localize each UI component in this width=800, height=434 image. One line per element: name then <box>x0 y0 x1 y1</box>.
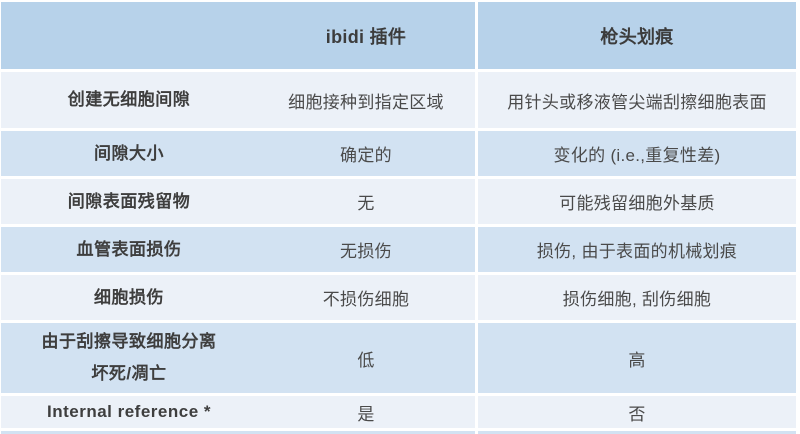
row-label: 间隙表面残留物 <box>1 179 257 224</box>
cell-ibidi: 细胞接种到指定区域 <box>257 72 475 128</box>
column-separator <box>475 2 478 69</box>
cell-ibidi: 低 <box>257 323 475 393</box>
table-bottom-strip <box>1 431 796 434</box>
cell-scratch: 高 <box>478 323 796 393</box>
column-separator <box>475 227 478 272</box>
cell-ibidi: 是 <box>257 396 475 428</box>
row-label: 细胞损伤 <box>1 275 257 320</box>
column-separator <box>475 179 478 224</box>
bottom-strip-cell <box>257 431 475 434</box>
cell-ibidi: 不损伤细胞 <box>257 275 475 320</box>
cell-scratch: 可能残留细胞外基质 <box>478 179 796 224</box>
header-cell-tip-scratch: 枪头划痕 <box>478 2 796 69</box>
table-row: 细胞损伤 不损伤细胞 损伤细胞, 刮伤细胞 <box>1 275 796 320</box>
table-row: Internal reference * 是 否 <box>1 396 796 428</box>
table-header-row: ibidi 插件 枪头划痕 <box>1 2 796 69</box>
cell-scratch: 变化的 (i.e.,重复性差) <box>478 131 796 176</box>
bottom-strip-cell <box>1 431 257 434</box>
column-separator <box>475 323 478 393</box>
row-label: 血管表面损伤 <box>1 227 257 272</box>
row-label: 创建无细胞间隙 <box>1 72 257 128</box>
column-separator <box>475 431 478 434</box>
column-separator <box>475 396 478 428</box>
cell-ibidi: 无 <box>257 179 475 224</box>
table-row: 间隙表面残留物 无 可能残留细胞外基质 <box>1 179 796 224</box>
table-row: 血管表面损伤 无损伤 损伤, 由于表面的机械划痕 <box>1 227 796 272</box>
table-row: 间隙大小 确定的 变化的 (i.e.,重复性差) <box>1 131 796 176</box>
row-label: 间隙大小 <box>1 131 257 176</box>
cell-scratch: 否 <box>478 396 796 428</box>
table-row: 创建无细胞间隙 细胞接种到指定区域 用针头或移液管尖端刮擦细胞表面 <box>1 72 796 128</box>
column-separator <box>475 131 478 176</box>
cell-ibidi: 确定的 <box>257 131 475 176</box>
header-cell-ibidi-insert: ibidi 插件 <box>257 2 475 69</box>
column-separator <box>475 275 478 320</box>
cell-scratch: 损伤细胞, 刮伤细胞 <box>478 275 796 320</box>
row-label: 由于刮擦导致细胞分离 坏死/凋亡 <box>1 323 257 393</box>
cell-scratch: 损伤, 由于表面的机械划痕 <box>478 227 796 272</box>
row-label: Internal reference * <box>1 396 257 428</box>
cell-scratch: 用针头或移液管尖端刮擦细胞表面 <box>478 72 796 128</box>
cell-ibidi: 无损伤 <box>257 227 475 272</box>
column-separator <box>475 72 478 128</box>
table-row: 由于刮擦导致细胞分离 坏死/凋亡 低 高 <box>1 323 796 393</box>
header-cell-empty <box>1 2 257 69</box>
bottom-strip-cell <box>478 431 796 434</box>
